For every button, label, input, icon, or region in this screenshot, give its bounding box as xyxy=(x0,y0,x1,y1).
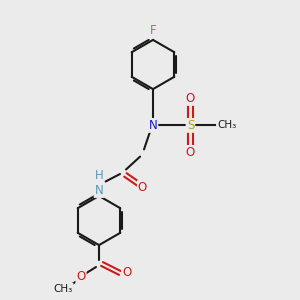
Text: O: O xyxy=(138,181,147,194)
Text: CH₃: CH₃ xyxy=(53,284,73,294)
Text: O: O xyxy=(76,270,85,283)
Text: F: F xyxy=(150,24,156,37)
Text: O: O xyxy=(122,266,131,280)
Text: N: N xyxy=(148,119,158,132)
Text: O: O xyxy=(186,92,195,105)
Text: O: O xyxy=(186,146,195,159)
Text: H
N: H N xyxy=(94,169,103,197)
Text: CH₃: CH₃ xyxy=(217,120,236,130)
Text: S: S xyxy=(187,119,194,132)
